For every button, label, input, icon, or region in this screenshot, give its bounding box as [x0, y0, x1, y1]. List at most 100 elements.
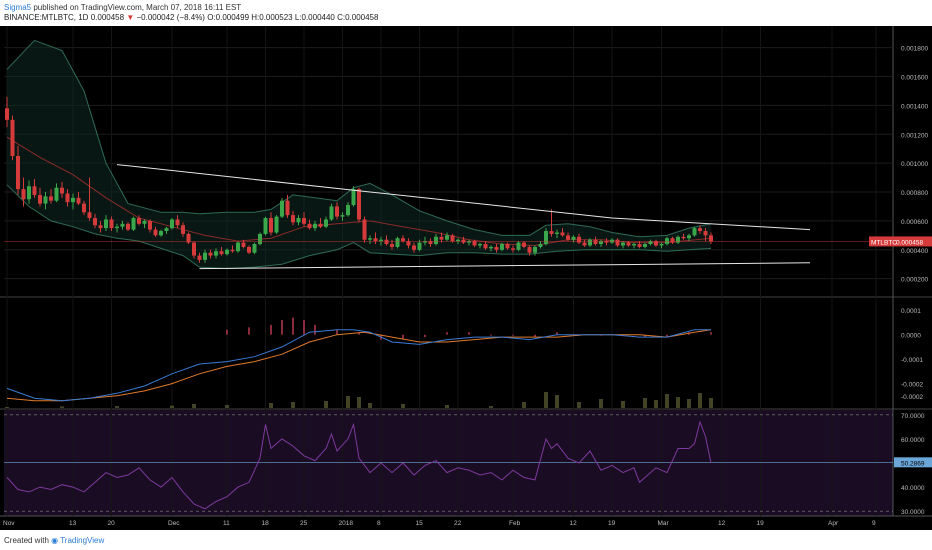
tradingview-logo-icon[interactable]: ◉: [51, 536, 59, 545]
candle-body: [571, 236, 576, 240]
rsi-tick-label: 40.0000: [901, 485, 925, 492]
candle-body: [32, 186, 37, 195]
last-price: 0.000458: [90, 13, 125, 22]
candle-body: [445, 235, 449, 240]
candle-body: [692, 228, 697, 236]
time-tick-label: Nov: [3, 520, 15, 527]
candle-body: [203, 252, 207, 260]
volume-bar: [555, 395, 559, 408]
rsi-tick-label: 70.0000: [901, 413, 925, 420]
candle-body: [401, 238, 405, 242]
candle-body: [142, 220, 147, 224]
time-tick-label: Apr: [828, 520, 839, 527]
candle-body: [159, 231, 163, 236]
publish-line: Sigma5 published on TradingView.com, Mar…: [4, 3, 241, 12]
lower-trendline: [199, 262, 811, 270]
price-tick-label: 0.001200: [901, 132, 928, 139]
candle-body: [82, 203, 86, 213]
candle-body: [648, 241, 653, 245]
symbol-label: BINANCE:MTLBTC, 1D: [4, 13, 89, 22]
candle-body: [186, 233, 191, 243]
candle-body: [137, 218, 141, 224]
candle-body: [10, 119, 15, 156]
candle-body: [637, 244, 642, 247]
candle-body: [582, 242, 587, 246]
candle-body: [219, 251, 224, 255]
time-tick-label: 19: [757, 520, 765, 527]
candle-body: [335, 206, 339, 217]
candle-body: [269, 218, 273, 233]
candle-body: [43, 196, 48, 204]
volume-bar: [654, 400, 658, 408]
macd-histogram-bar: [314, 324, 316, 335]
candle-body: [472, 241, 477, 246]
candle-body: [604, 241, 609, 243]
volume-bar: [709, 398, 713, 408]
candle-body: [131, 218, 136, 230]
volume-bar: [401, 404, 405, 408]
macd-histogram-bar: [556, 332, 558, 335]
macd-tick-label: -0.0002: [901, 382, 923, 389]
candle-body: [197, 255, 202, 260]
candle-body: [291, 215, 295, 223]
volume-bar: [115, 406, 119, 408]
created-with-text: Created with: [4, 536, 49, 545]
time-tick-label: 11: [223, 520, 230, 527]
down-arrow-icon: ▼: [126, 13, 135, 22]
time-tick-label: 25: [300, 520, 308, 527]
candle-body: [698, 228, 702, 232]
candle-body: [274, 216, 279, 233]
rsi-value-tag: [894, 457, 932, 468]
time-tick-label: 9: [872, 520, 876, 527]
volume-bar: [291, 402, 295, 408]
candle-body: [626, 242, 631, 246]
candle-body: [687, 235, 691, 239]
candle-body: [505, 244, 510, 249]
macd-tick-label: -0.0001: [901, 357, 923, 364]
last-price-tag-value: 0.000458: [896, 239, 923, 246]
volume-bar: [489, 406, 493, 408]
candle-body: [126, 223, 130, 230]
tradingview-brand[interactable]: TradingView: [60, 536, 105, 545]
candle-body: [38, 194, 42, 204]
candle-body: [439, 236, 444, 240]
macd-histogram-bar: [226, 329, 228, 335]
candle-body: [296, 218, 301, 223]
candle-body: [252, 244, 257, 253]
macd-tick-label: 0.0001: [901, 308, 921, 315]
candle-body: [302, 218, 306, 224]
candle-body: [329, 206, 334, 220]
price-change: −0.000042 (−8.4%): [136, 13, 205, 22]
macd-histogram-bar: [468, 332, 470, 335]
volume-bar: [170, 405, 174, 408]
macd-histogram-bar: [336, 329, 338, 335]
candle-body: [494, 246, 499, 250]
macd-histogram-bar: [644, 334, 646, 338]
candle-body: [263, 218, 268, 234]
volume-bar: [5, 407, 9, 408]
trading-chart[interactable]: MTLBTC 0.000458 0.001800 0.001600 0.001400 0.…: [0, 26, 932, 530]
volume-bar: [522, 402, 526, 408]
candle-body: [241, 242, 246, 247]
candle-body: [588, 239, 592, 246]
author-link[interactable]: Sigma5: [4, 3, 32, 12]
candle-body: [654, 241, 658, 246]
candle-body: [467, 241, 471, 243]
volume-bar: [665, 394, 669, 408]
candle-body: [340, 215, 345, 217]
candle-body: [632, 244, 636, 246]
last-price-tag-symbol: MTLBTC: [871, 239, 897, 246]
volume-bar: [357, 397, 361, 408]
time-tick-label: 20: [108, 520, 116, 527]
rsi-line: [6, 420, 712, 510]
candle-body: [406, 241, 411, 246]
candle-body: [516, 242, 521, 250]
candle-body: [434, 236, 438, 245]
candle-body: [577, 236, 581, 243]
candle-body: [681, 236, 686, 239]
candle-body: [313, 223, 317, 229]
candle-body: [21, 189, 26, 200]
macd-tick-label: -0.0002: [901, 394, 923, 401]
rsi-tick-label: 60.0000: [901, 437, 925, 444]
candle-body: [258, 233, 262, 245]
